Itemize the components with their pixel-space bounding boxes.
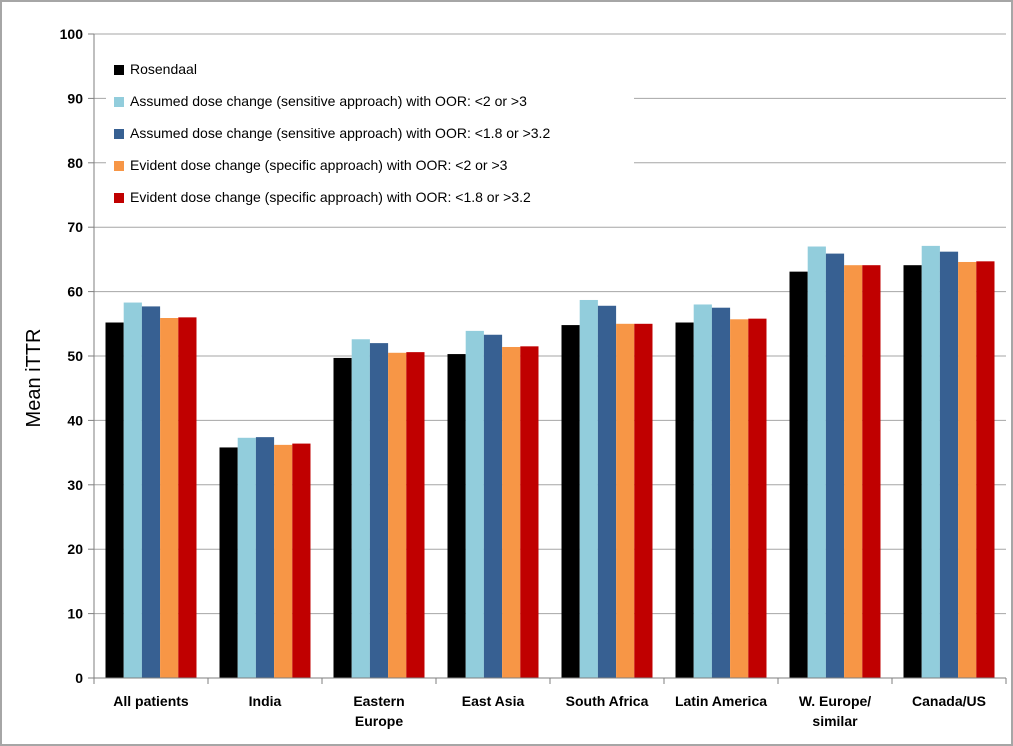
bar [406, 352, 425, 678]
legend-label: Assumed dose change (sensitive approach)… [130, 93, 527, 109]
bar [789, 271, 808, 678]
bar [748, 318, 767, 678]
bar [369, 343, 389, 678]
bar [274, 444, 293, 678]
y-tick-label: 70 [67, 219, 83, 235]
bar [807, 246, 826, 678]
bar [693, 304, 712, 678]
bar [292, 443, 311, 678]
x-category-label: W. Europe/ [799, 693, 871, 709]
y-tick-label: 80 [67, 155, 83, 171]
bar [844, 265, 863, 678]
bar [351, 339, 370, 678]
bar [616, 323, 635, 678]
y-tick-label: 10 [67, 606, 83, 622]
x-category-label: Europe [355, 713, 403, 729]
x-category-label: India [249, 693, 282, 709]
bar [958, 261, 977, 678]
x-category-label: South Africa [566, 693, 649, 709]
y-axis-label: Mean iTTR [23, 329, 45, 428]
bar [465, 330, 484, 678]
bar [976, 261, 995, 678]
bars [105, 245, 995, 679]
bar [730, 319, 749, 678]
y-tick-label: 90 [67, 90, 83, 106]
bar [597, 305, 617, 678]
bar [160, 318, 179, 678]
bar [141, 306, 161, 678]
bar [862, 265, 881, 678]
y-tick-label: 100 [60, 26, 84, 42]
legend-swatch [114, 129, 124, 139]
legend-label: Assumed dose change (sensitive approach)… [130, 125, 550, 141]
bar [561, 325, 580, 678]
bar [502, 346, 521, 678]
legend-swatch [114, 193, 124, 203]
y-tick-labels: 0 10 20 30 40 50 60 70 80 90 100 [60, 26, 84, 686]
bar [711, 307, 731, 678]
bar [388, 352, 407, 678]
x-category-label: East Asia [462, 693, 525, 709]
legend-label: Evident dose change (specific approach) … [130, 157, 508, 173]
bar [123, 302, 142, 678]
x-category-label: Eastern [353, 693, 404, 709]
bar [520, 346, 539, 678]
y-tick-label: 60 [67, 284, 83, 300]
bar [219, 447, 238, 678]
legend-label: Evident dose change (specific approach) … [130, 189, 531, 205]
bar [634, 323, 653, 678]
bar [447, 354, 466, 678]
x-category-label: Canada/US [912, 693, 986, 709]
legend: Rosendaal Assumed dose change (sensitive … [106, 56, 634, 218]
bar [921, 245, 940, 678]
bar [579, 299, 598, 678]
legend-swatch [114, 161, 124, 171]
bar [105, 322, 124, 678]
bar [237, 437, 256, 678]
y-tick-label: 40 [67, 412, 83, 428]
bar [903, 265, 922, 678]
bar [483, 334, 503, 678]
bar [255, 437, 275, 678]
x-category-label: All patients [113, 693, 189, 709]
bar [333, 357, 352, 678]
legend-label: Rosendaal [130, 61, 197, 77]
legend-swatch [114, 65, 124, 75]
bar [825, 253, 845, 678]
y-tick-label: 30 [67, 477, 83, 493]
axes [93, 34, 1007, 684]
legend-background [106, 56, 634, 218]
y-tick-label: 50 [67, 348, 83, 364]
x-category-label: Latin America [675, 693, 767, 709]
legend-swatch [114, 97, 124, 107]
bar [675, 322, 694, 678]
bar [939, 251, 959, 679]
y-tick-label: 20 [67, 541, 83, 557]
x-category-labels: All patients India Eastern Europe East Asia S… [113, 693, 986, 729]
x-category-label: similar [812, 713, 858, 729]
bar [178, 317, 197, 678]
y-tick-label: 0 [75, 670, 83, 686]
